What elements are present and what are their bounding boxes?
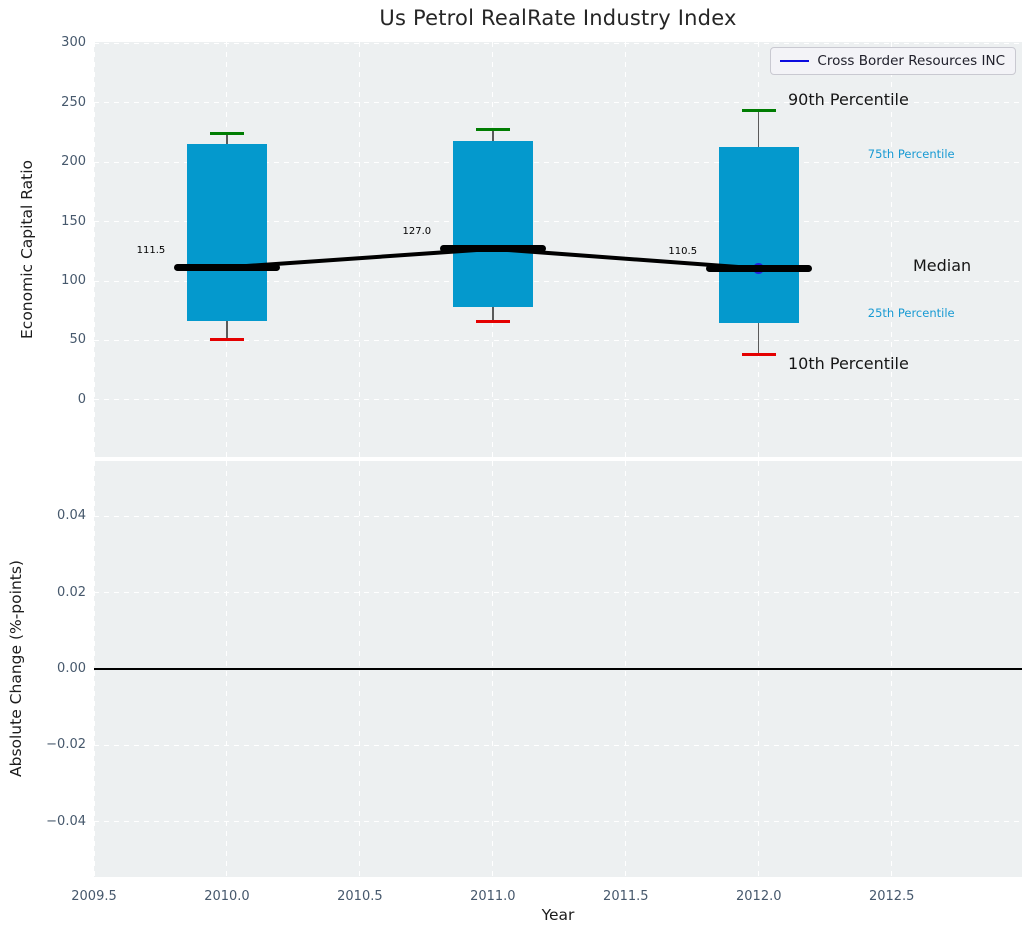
legend-label: Cross Border Resources INC [817, 53, 1005, 69]
p10-whisker-cap [741, 353, 776, 357]
top-y-tick-label: 50 [69, 332, 86, 348]
bottom-plot-area [94, 461, 1022, 877]
p10-whisker-cap [209, 337, 244, 341]
gridline-vertical [359, 42, 361, 457]
median-value-label: 127.0 [402, 226, 432, 238]
interquartile-box [718, 146, 799, 323]
top-y-tick-label: 200 [61, 154, 86, 170]
bottom-y-tick-label: 0.04 [57, 508, 86, 524]
gridline-horizontal [94, 339, 1022, 341]
gridline-horizontal [94, 221, 1022, 223]
annotation-90th-percentile: 90th Percentile [788, 90, 909, 110]
p10-whisker-cap [475, 319, 510, 323]
x-tick-label: 2011.0 [470, 889, 516, 904]
x-tick-label: 2009.5 [71, 889, 117, 904]
gridline-horizontal [94, 821, 1022, 823]
p90-whisker-cap [475, 128, 510, 132]
bottom-y-tick-label: −0.04 [46, 813, 86, 829]
gridline-vertical [94, 42, 95, 457]
gridline-vertical [625, 42, 627, 457]
legend-line-icon [780, 59, 810, 63]
x-axis-label: Year [541, 906, 575, 924]
gridline-horizontal [94, 399, 1022, 401]
bottom-y-tick-label: 0.00 [57, 661, 86, 676]
interquartile-box [452, 140, 533, 308]
chart-title: Us Petrol RealRate Industry Index [379, 6, 737, 30]
x-tick-label: 2012.5 [868, 889, 915, 904]
gridline-horizontal [94, 744, 1022, 746]
gridline-horizontal [94, 161, 1022, 163]
gridline-vertical [891, 42, 893, 457]
x-tick-label: 2011.5 [603, 889, 649, 904]
annotation-10th-percentile: 10th Percentile [788, 354, 909, 374]
bottom-y-tick-label: −0.02 [46, 737, 86, 753]
median-value-label: 110.5 [668, 246, 698, 258]
p90-whisker-cap [209, 132, 244, 136]
gridline-horizontal [94, 592, 1022, 594]
top-y-tick-label: 100 [61, 273, 86, 288]
zero-reference-line [94, 668, 1022, 670]
top-y-tick-label: 0 [77, 391, 86, 407]
annotation-25th-percentile: 25th Percentile [867, 306, 955, 321]
gridline-horizontal [94, 42, 1022, 44]
top-plot-area: 111.5 127.0 110.5 90th Percentile 75th Perce… [94, 42, 1022, 457]
gridline-horizontal [94, 515, 1022, 517]
x-tick-label: 2010.5 [337, 889, 383, 904]
median-segment [705, 265, 812, 273]
legend: Cross Border Resources INC [770, 47, 1016, 75]
interquartile-box [186, 144, 267, 322]
top-y-tick-label: 250 [61, 94, 86, 110]
x-tick-label: 2010.0 [204, 889, 250, 904]
gridline-horizontal [94, 280, 1022, 282]
median-value-label: 111.5 [136, 244, 166, 256]
annotation-75th-percentile: 75th Percentile [867, 146, 955, 161]
gridline-horizontal [94, 102, 1022, 104]
median-segment [173, 263, 280, 271]
top-y-tick-label: 300 [61, 35, 86, 51]
annotation-median: Median [912, 255, 972, 275]
median-segment [439, 245, 546, 253]
top-y-tick-label: 150 [61, 213, 86, 229]
p90-whisker-cap [741, 109, 776, 113]
x-tick-label: 2012.0 [736, 889, 782, 904]
bottom-y-tick-label: 0.02 [57, 584, 86, 600]
